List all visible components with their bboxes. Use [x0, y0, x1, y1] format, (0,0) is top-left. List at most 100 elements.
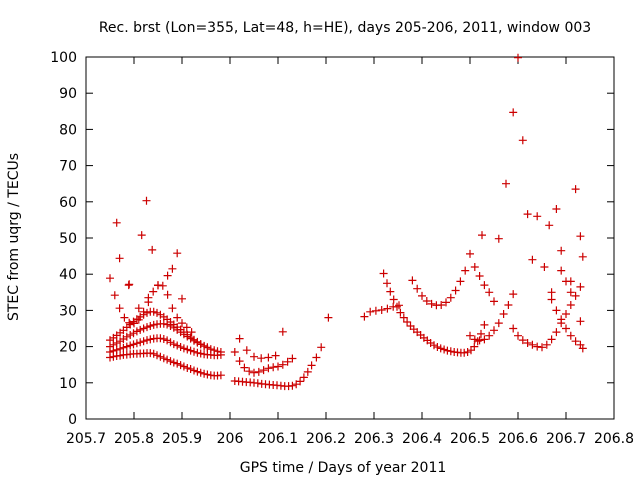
data-point — [132, 339, 141, 348]
data-point — [149, 349, 158, 358]
data-point — [278, 360, 287, 369]
data-point — [470, 335, 479, 344]
data-point — [250, 368, 258, 377]
data-point — [518, 336, 527, 345]
data-point — [216, 371, 225, 380]
data-point — [168, 304, 177, 313]
data-point — [146, 335, 155, 344]
data-point — [540, 263, 549, 271]
data-point — [557, 246, 566, 255]
data-point — [552, 328, 561, 337]
data-point — [557, 266, 566, 275]
data-point — [173, 359, 182, 368]
data-point — [399, 313, 408, 322]
data-point — [509, 290, 518, 299]
data-point — [552, 306, 561, 315]
data-point — [499, 310, 508, 318]
data-point — [137, 231, 146, 240]
data-point — [360, 312, 369, 321]
data-point — [576, 317, 585, 326]
data-point — [523, 210, 532, 219]
y-tick-label: 20 — [59, 340, 77, 356]
data-point — [303, 367, 312, 376]
data-point — [576, 232, 585, 241]
data-point — [562, 324, 570, 333]
data-point — [235, 334, 244, 343]
chart-title: Rec. brst (Lon=355, Lat=48, h=HE), days … — [99, 20, 591, 36]
data-point — [461, 266, 470, 275]
data-point — [126, 331, 135, 339]
y-axis: 0 10 20 30 40 50 60 70 80 90 100 — [50, 50, 614, 428]
data-point — [259, 366, 268, 375]
data-point — [178, 319, 186, 328]
data-point — [557, 315, 566, 324]
y-tick-label: 10 — [59, 376, 77, 392]
data-point — [230, 348, 239, 356]
data-point — [480, 335, 489, 344]
x-tick-label: 206.1 — [258, 431, 298, 447]
data-point — [571, 291, 580, 300]
data-point — [193, 367, 202, 376]
data-point — [112, 218, 121, 227]
data-point — [494, 234, 503, 243]
x-tick-label: 205.8 — [114, 431, 154, 447]
data-point — [146, 349, 155, 358]
x-tick-label: 206.7 — [546, 431, 586, 447]
data-point — [562, 310, 570, 318]
data-point — [283, 357, 292, 366]
data-point — [271, 351, 280, 360]
data-point — [116, 344, 125, 353]
data-point — [576, 282, 585, 291]
data-point — [139, 324, 148, 333]
data-point — [264, 353, 273, 362]
data-point — [566, 301, 575, 309]
data-point — [203, 343, 212, 352]
data-point — [242, 346, 251, 355]
x-tick-label: 206.3 — [354, 431, 394, 447]
data-points — [106, 53, 587, 391]
data-point — [490, 326, 498, 335]
y-tick-label: 100 — [50, 50, 77, 66]
data-point — [514, 53, 522, 62]
data-point — [116, 351, 125, 360]
data-point — [578, 344, 587, 353]
data-point — [253, 379, 262, 388]
data-point — [163, 271, 172, 280]
data-point — [159, 354, 168, 363]
data-point — [166, 338, 175, 347]
data-point — [396, 308, 405, 317]
data-point — [196, 340, 205, 349]
data-point — [156, 352, 165, 361]
data-point — [509, 324, 518, 333]
data-point — [566, 277, 575, 286]
data-point — [274, 362, 282, 371]
data-point — [124, 281, 133, 290]
data-point — [475, 336, 484, 345]
data-point — [442, 298, 450, 307]
data-point — [427, 299, 436, 308]
data-point — [475, 272, 484, 280]
data-point — [470, 342, 479, 351]
data-point — [288, 354, 297, 363]
data-point — [460, 348, 469, 357]
data-point — [446, 347, 455, 356]
data-point — [149, 287, 158, 296]
data-point — [470, 263, 479, 271]
data-point — [254, 367, 263, 376]
data-point — [173, 341, 182, 350]
data-point — [203, 370, 212, 379]
data-point — [139, 337, 148, 346]
data-point — [545, 221, 554, 230]
data-point — [139, 307, 148, 316]
data-point — [143, 308, 151, 317]
data-point — [178, 294, 186, 303]
data-point — [383, 304, 392, 313]
data-point — [112, 345, 121, 354]
data-point — [210, 346, 219, 355]
data-point — [466, 331, 474, 340]
data-point — [182, 323, 191, 332]
data-point — [533, 342, 542, 351]
data-point — [418, 291, 426, 300]
data-point — [278, 327, 287, 336]
data-point — [389, 295, 398, 304]
